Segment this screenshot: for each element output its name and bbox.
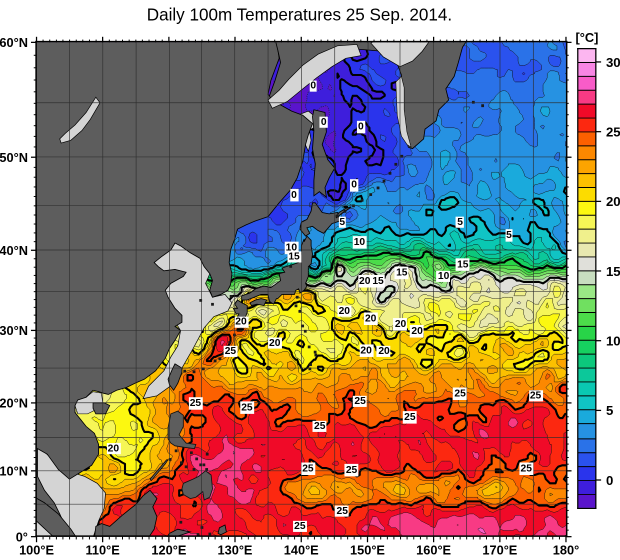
- svg-text:0: 0: [321, 117, 327, 128]
- svg-text:110°E: 110°E: [86, 543, 121, 558]
- svg-text:[°C]: [°C]: [576, 30, 599, 45]
- svg-text:180°: 180°: [553, 543, 579, 558]
- svg-text:120°E: 120°E: [151, 543, 186, 558]
- svg-text:60°N: 60°N: [0, 35, 28, 50]
- svg-text:25: 25: [606, 124, 620, 139]
- svg-text:10: 10: [438, 271, 450, 282]
- svg-text:25: 25: [294, 521, 306, 532]
- svg-text:0: 0: [358, 121, 364, 132]
- svg-text:40°N: 40°N: [0, 243, 28, 258]
- svg-text:Daily 100m Temperatures 25 Sep: Daily 100m Temperatures 25 Sep. 2014.: [147, 5, 452, 24]
- svg-text:0: 0: [291, 190, 297, 201]
- svg-text:15: 15: [372, 276, 384, 287]
- svg-text:20: 20: [359, 276, 371, 287]
- svg-text:20: 20: [360, 345, 372, 356]
- svg-text:20: 20: [395, 319, 407, 330]
- svg-text:15: 15: [288, 252, 300, 263]
- svg-text:25: 25: [346, 465, 358, 476]
- svg-text:25: 25: [404, 412, 416, 423]
- svg-text:25: 25: [354, 396, 366, 407]
- svg-text:25: 25: [530, 391, 542, 402]
- svg-text:25: 25: [302, 464, 314, 475]
- svg-text:150°E: 150°E: [350, 543, 385, 558]
- svg-text:0: 0: [606, 473, 613, 488]
- svg-text:15: 15: [606, 264, 620, 279]
- svg-text:20: 20: [235, 317, 247, 328]
- svg-text:30°N: 30°N: [0, 323, 28, 338]
- svg-text:5: 5: [339, 217, 345, 228]
- svg-text:10: 10: [286, 242, 298, 253]
- svg-text:20: 20: [411, 326, 423, 337]
- svg-text:10°N: 10°N: [0, 463, 28, 478]
- svg-text:140°E: 140°E: [284, 543, 319, 558]
- svg-text:15: 15: [396, 268, 408, 279]
- svg-text:100°E: 100°E: [19, 543, 54, 558]
- svg-text:20: 20: [339, 306, 351, 317]
- svg-text:20°N: 20°N: [0, 395, 28, 410]
- svg-text:0°: 0°: [16, 529, 28, 544]
- svg-text:20: 20: [606, 194, 620, 209]
- svg-text:25: 25: [521, 464, 533, 475]
- svg-text:160°E: 160°E: [416, 543, 451, 558]
- svg-text:5: 5: [506, 230, 512, 241]
- svg-text:130°E: 130°E: [218, 543, 253, 558]
- svg-text:30: 30: [606, 55, 620, 70]
- svg-text:25: 25: [190, 398, 202, 409]
- svg-text:20: 20: [378, 346, 390, 357]
- svg-text:170°E: 170°E: [482, 543, 517, 558]
- svg-text:15: 15: [457, 259, 469, 270]
- svg-text:50°N: 50°N: [0, 150, 28, 165]
- svg-text:0: 0: [310, 81, 316, 92]
- svg-text:10: 10: [354, 237, 366, 248]
- svg-text:25: 25: [225, 346, 237, 357]
- svg-text:25: 25: [241, 402, 253, 413]
- svg-text:5: 5: [606, 403, 613, 418]
- svg-text:10: 10: [606, 333, 620, 348]
- svg-text:20: 20: [365, 314, 377, 325]
- svg-text:25: 25: [314, 421, 326, 432]
- svg-text:25: 25: [454, 389, 466, 400]
- svg-text:20: 20: [269, 338, 281, 349]
- svg-text:0: 0: [351, 180, 357, 191]
- svg-text:20: 20: [108, 443, 120, 454]
- svg-text:25: 25: [337, 506, 349, 517]
- svg-text:5: 5: [457, 217, 463, 228]
